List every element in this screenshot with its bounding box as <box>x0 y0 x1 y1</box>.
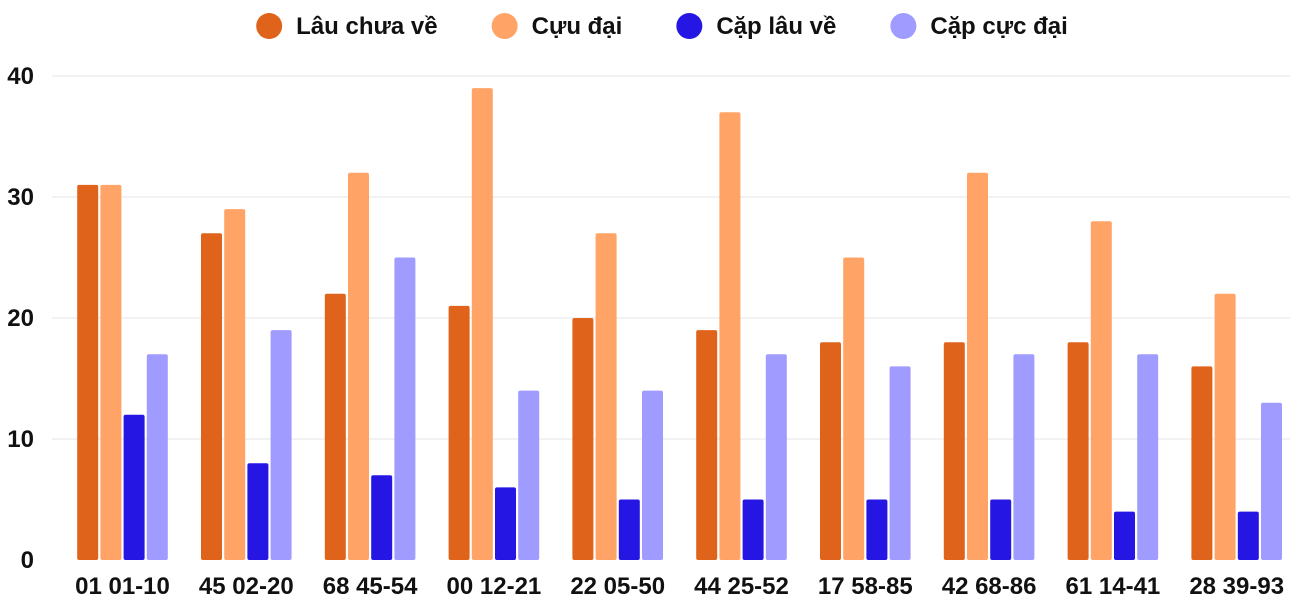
bar-3-2 <box>247 463 269 560</box>
x-tick-label: 28 39-93 <box>1189 573 1284 600</box>
bar-3-10 <box>1237 511 1259 560</box>
bar-1-6 <box>696 330 718 560</box>
legend-swatch <box>890 13 917 39</box>
legend-label: Lâu chưa về <box>296 13 437 40</box>
legend-label: Cựu đại <box>532 13 623 40</box>
bar-4-8 <box>1013 354 1035 560</box>
x-axis: 01 01-10 45 02-20 68 45-54 00 12-21 22 05-50… <box>75 573 1284 600</box>
bar-2-3 <box>348 172 369 561</box>
bar-1-1 <box>77 184 99 560</box>
bar-2-7 <box>843 257 865 560</box>
bar-3-1 <box>123 414 145 560</box>
bar-1-8 <box>943 342 965 560</box>
bar-2-1 <box>100 184 122 560</box>
x-tick-label: 01 01-10 <box>75 573 170 600</box>
legend-label: Cặp lâu về <box>716 13 836 40</box>
x-tick-label: 22 05-50 <box>570 573 665 600</box>
bar-1-2 <box>201 233 222 561</box>
bar-3-3 <box>371 475 393 560</box>
bar-3-6 <box>742 499 764 560</box>
y-tick-label: 30 <box>7 184 34 211</box>
bar-2-4 <box>471 88 493 560</box>
legend-label: Cặp cực đại <box>930 13 1067 40</box>
y-tick-label: 10 <box>7 426 34 453</box>
bar-2-2 <box>224 209 246 560</box>
bar-4-3 <box>394 257 416 560</box>
bar-2-8 <box>967 172 988 561</box>
bar-3-4 <box>495 487 516 560</box>
bars <box>77 88 1282 561</box>
legend: Lâu chưa về Cựu đại Cặp lâu về Cặp cực đại <box>256 13 1068 40</box>
x-tick-label: 45 02-20 <box>199 573 294 600</box>
bar-2-6 <box>719 112 741 561</box>
legend-swatch <box>491 13 518 39</box>
bar-1-4 <box>448 305 470 560</box>
bar-4-7 <box>889 366 911 560</box>
y-tick-label: 20 <box>7 305 34 332</box>
bar-4-6 <box>765 354 787 560</box>
x-tick-label: 17 58-85 <box>818 573 913 600</box>
y-axis: 0 10 20 30 40 <box>7 63 34 574</box>
y-tick-label: 40 <box>7 63 34 90</box>
x-tick-label: 44 25-52 <box>694 573 789 600</box>
bar-4-1 <box>146 354 168 560</box>
bar-3-5 <box>618 499 640 560</box>
bar-4-5 <box>642 390 663 560</box>
x-tick-label: 68 45-54 <box>323 573 418 600</box>
bar-1-9 <box>1067 342 1089 560</box>
bar-1-5 <box>572 318 594 560</box>
bar-3-8 <box>990 499 1012 560</box>
bar-4-9 <box>1137 354 1159 560</box>
legend-item: Cặp lâu về <box>676 13 836 40</box>
bar-4-4 <box>518 390 540 560</box>
bar-3-9 <box>1114 511 1135 560</box>
y-tick-label: 0 <box>21 547 34 574</box>
x-tick-label: 00 12-21 <box>447 573 542 600</box>
bar-2-10 <box>1214 293 1236 560</box>
legend-item: Lâu chưa về <box>256 13 438 40</box>
bar-1-7 <box>820 342 841 560</box>
bar-2-9 <box>1090 221 1112 560</box>
bar-1-3 <box>324 293 346 560</box>
legend-swatch <box>256 13 283 39</box>
x-tick-label: 42 68-86 <box>942 573 1037 600</box>
bar-3-7 <box>866 499 888 560</box>
legend-swatch <box>676 13 703 39</box>
bar-4-10 <box>1261 402 1282 560</box>
legend-item: Cặp cực đại <box>890 13 1068 40</box>
bar-4-2 <box>270 330 292 560</box>
bar-1-10 <box>1191 366 1213 560</box>
legend-item: Cựu đại <box>491 13 623 40</box>
x-tick-label: 61 14-41 <box>1066 573 1161 600</box>
bar-2-5 <box>595 233 617 561</box>
